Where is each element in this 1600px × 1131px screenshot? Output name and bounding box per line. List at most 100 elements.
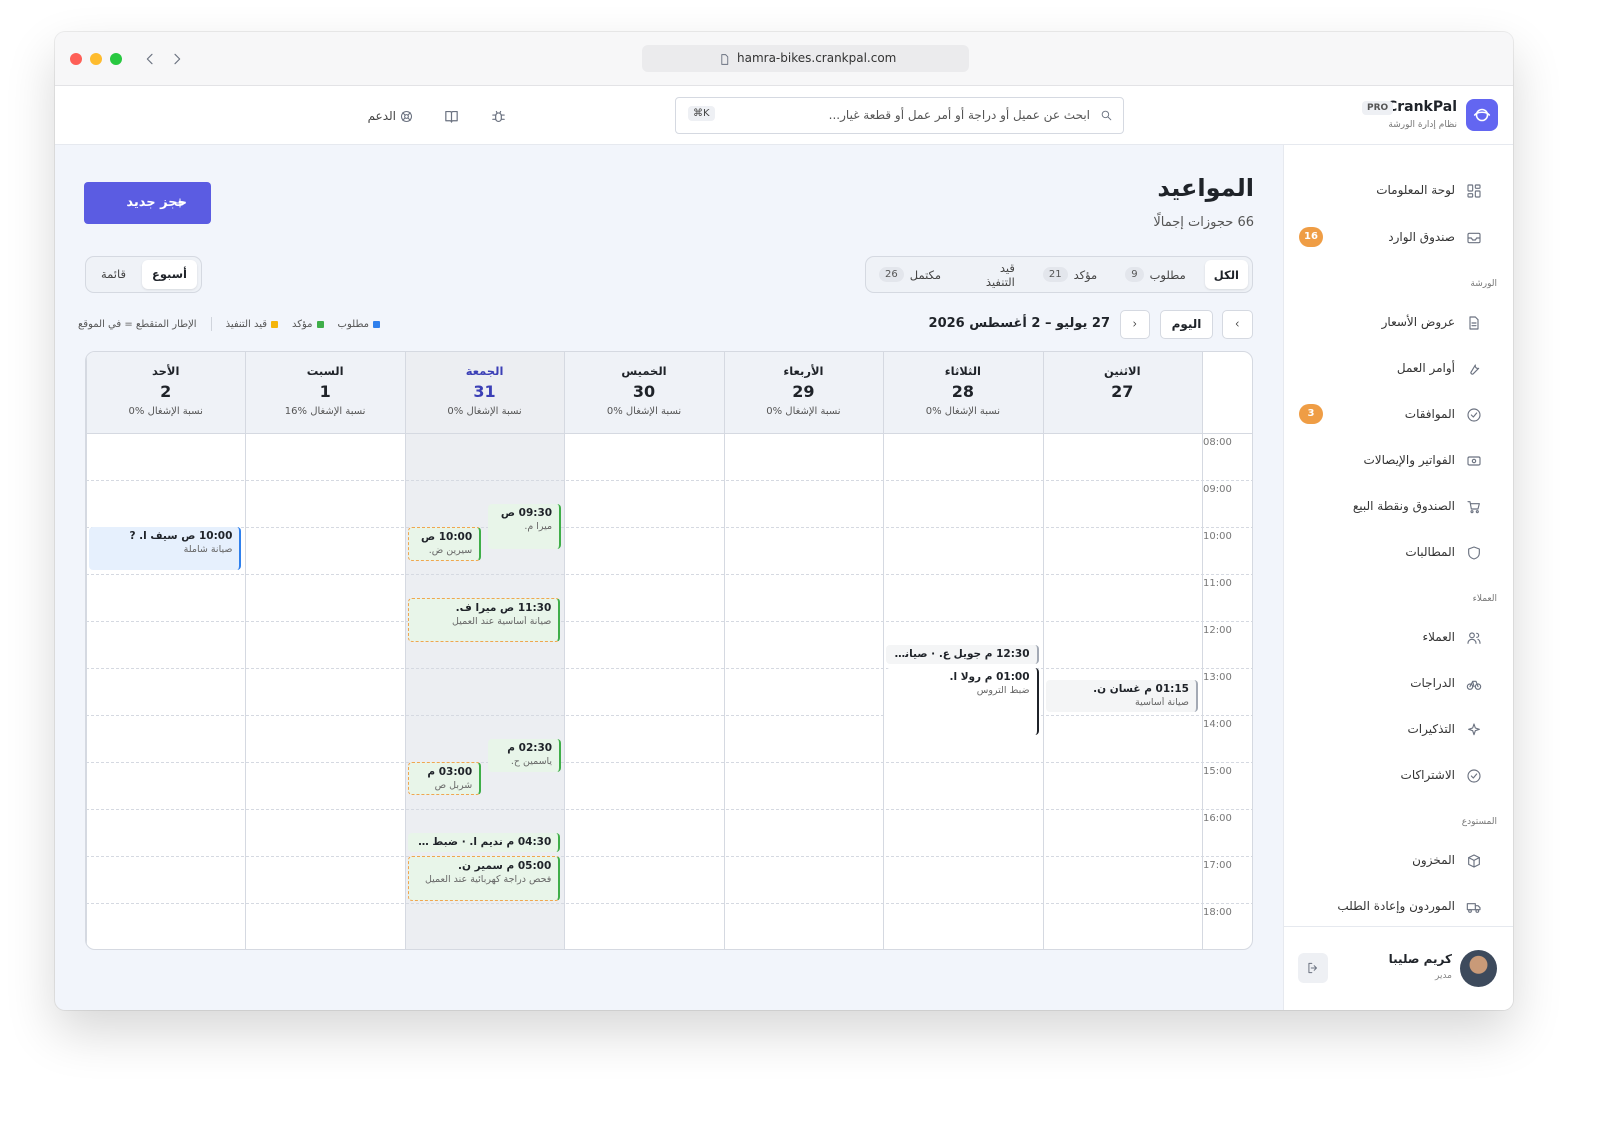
legend: مطلوب مؤكد قيد التنفيذ الإطار المتقطع = في …: [78, 317, 380, 331]
appointment-time: 04:30 م: [506, 835, 552, 848]
nav-section-title: المستودع: [1461, 817, 1497, 827]
legend-note: الإطار المتقطع = في الموقع: [77, 318, 197, 330]
sidebar-divider: [1283, 926, 1513, 927]
filter-tab-label: مؤكد: [1073, 267, 1098, 282]
appointment[interactable]: 12:30 م جويل ع.صيانة أساسية: [886, 644, 1039, 664]
appointment[interactable]: 03:00 م شربل ص: [407, 762, 482, 795]
legend-item: مؤكد: [292, 319, 324, 330]
docs-icon: [444, 110, 458, 123]
sidebar: [1283, 145, 1513, 1010]
nav-item[interactable]: التذكيرات: [1407, 722, 1456, 736]
nav-item[interactable]: الاشتراكات: [1400, 768, 1455, 782]
window-control[interactable]: [90, 53, 102, 65]
nav-item[interactable]: الفواتير والإيصالات: [1363, 453, 1455, 467]
appointment[interactable]: 09:30 ص ميرا م.: [487, 503, 562, 549]
filter-tabs: الكل مطلوب 9 مؤكد 21 قيد التنفيذ مكتمل 26: [865, 256, 1253, 293]
hour-line: [86, 903, 1252, 904]
column-line: [86, 352, 87, 949]
appointment-time: 05:00 م: [506, 860, 552, 872]
brand-tagline: نظام إدارة الورشة: [1388, 120, 1457, 130]
logout-icon: [1308, 962, 1317, 974]
appointment-customer: سيرين ض.: [428, 545, 473, 556]
appointment[interactable]: 02:30 م ياسمين ح.: [487, 738, 562, 772]
nav-item[interactable]: المطالبات: [1405, 545, 1455, 559]
today-button[interactable]: اليوم: [1160, 310, 1213, 339]
appointment-customer: رولا ا.: [949, 671, 982, 683]
prev-week-button[interactable]: [1222, 310, 1253, 339]
nav-item[interactable]: لوحة المعلومات: [1376, 183, 1455, 197]
day-name: الثلاثاء: [944, 364, 981, 378]
day-date: 30: [632, 382, 656, 401]
appointment[interactable]: 10:00 ص سيف ا. ? صيانة شاملة: [89, 527, 242, 570]
appointment-service: فحص دراجة كهربائية عند العميل: [424, 874, 552, 885]
day-occupancy: نسبة الإشغال %0: [925, 406, 1001, 417]
nav-section-title: الورشة: [1470, 279, 1497, 289]
url-bar: [642, 45, 969, 72]
hour-label: 16:00: [1203, 813, 1232, 824]
nav-icon: [1467, 501, 1480, 514]
support-link[interactable]: الدعم: [367, 109, 396, 123]
column-line: [1042, 352, 1044, 949]
nav-item[interactable]: العملاء: [1422, 630, 1455, 644]
nav-icon: [1467, 408, 1481, 422]
appointment-customer: نديم ا.: [469, 835, 503, 848]
nav-item[interactable]: المخزون: [1412, 853, 1455, 867]
nav-item[interactable]: الموردون وإعادة الطلب: [1337, 899, 1455, 913]
appointment-customer: ميرا م.: [524, 520, 553, 532]
day-name: الجمعة: [465, 364, 504, 378]
nav-item[interactable]: عروض الأسعار: [1381, 315, 1455, 329]
filter-tab[interactable]: مطلوب 9: [1116, 260, 1195, 289]
nav-icon: [1467, 232, 1481, 244]
nav-item[interactable]: الدراجات: [1410, 676, 1455, 690]
nav-badge: 3: [1299, 404, 1323, 424]
nav-item[interactable]: الموافقات: [1404, 407, 1455, 421]
window-control[interactable]: [110, 53, 122, 65]
legend-swatch: [373, 320, 380, 328]
day-occupancy: نسبة الإشغال %0: [766, 406, 841, 417]
url-text: hamra-bikes.crankpal.com: [737, 51, 897, 65]
legend-divider: [210, 317, 212, 331]
nav-item[interactable]: أوامر العمل: [1396, 361, 1455, 375]
chevron: [1235, 321, 1239, 327]
new-booking-button[interactable]: حجز جديد: [84, 182, 211, 224]
view-option[interactable]: أسبوع: [141, 260, 197, 289]
legend-swatch: [271, 320, 278, 328]
hour-line: [86, 809, 1252, 810]
filter-count: 21: [1042, 267, 1068, 282]
appointment-line: 05:00 م سمير ن.: [416, 860, 551, 872]
hour-line: [86, 668, 1252, 669]
appointment[interactable]: 01:15 م غسان ن. صيانة أساسية: [1045, 679, 1198, 712]
hour-label: 09:00: [1203, 484, 1232, 495]
filter-tab[interactable]: الكل: [1204, 260, 1248, 289]
column-line: [1202, 352, 1203, 949]
appointment-line: 01:00 م رولا ا.: [893, 671, 1029, 683]
view-option[interactable]: قائمة: [100, 267, 126, 281]
logo: [1466, 99, 1498, 131]
search-box[interactable]: [675, 97, 1124, 134]
avatar: [1460, 950, 1497, 987]
appointment-customer: ميرا ف.: [455, 601, 497, 614]
column-line: [883, 352, 885, 949]
filter-tab[interactable]: قيد التنفيذ: [960, 260, 1024, 289]
nav-item[interactable]: صندوق الوارد: [1388, 230, 1455, 244]
page-title: المواعيد: [1157, 174, 1254, 202]
day-occupancy: نسبة الإشغال %0: [447, 406, 522, 417]
appointment[interactable]: 04:30 م نديم ا.ضبط التروس: [407, 832, 561, 852]
appointment[interactable]: 01:00 م رولا ا. ضبط التروس: [886, 668, 1039, 735]
new-booking-label: حجز جديد: [126, 195, 187, 210]
appointment[interactable]: 10:00 ص سيرين ض.: [407, 527, 482, 561]
window-control[interactable]: [70, 53, 82, 65]
appointment-time: 11:30 ص: [500, 601, 552, 614]
filter-tab[interactable]: مكتمل 26: [870, 260, 950, 289]
hour-label: 17:00: [1203, 860, 1232, 871]
appointment[interactable]: 11:30 ص ميرا ف. صيانة أساسية عند العميل: [407, 597, 561, 642]
filter-tab[interactable]: مؤكد 21: [1034, 260, 1106, 289]
hour-label: 14:00: [1203, 719, 1232, 730]
appointment-service: صيانة أساسية: [893, 648, 939, 660]
appointment[interactable]: 05:00 م سمير ن. فحص دراجة كهربائية عند ال…: [407, 856, 561, 901]
calendar: 08:00 09:00 10:00 11:00 12:00 13:00 14:00 15:00…: [85, 351, 1253, 950]
nav-item[interactable]: الصندوق ونقطة البيع: [1352, 499, 1455, 513]
search-icon: [1101, 110, 1111, 120]
back-button: [146, 53, 153, 65]
hour-line: [86, 762, 1252, 763]
